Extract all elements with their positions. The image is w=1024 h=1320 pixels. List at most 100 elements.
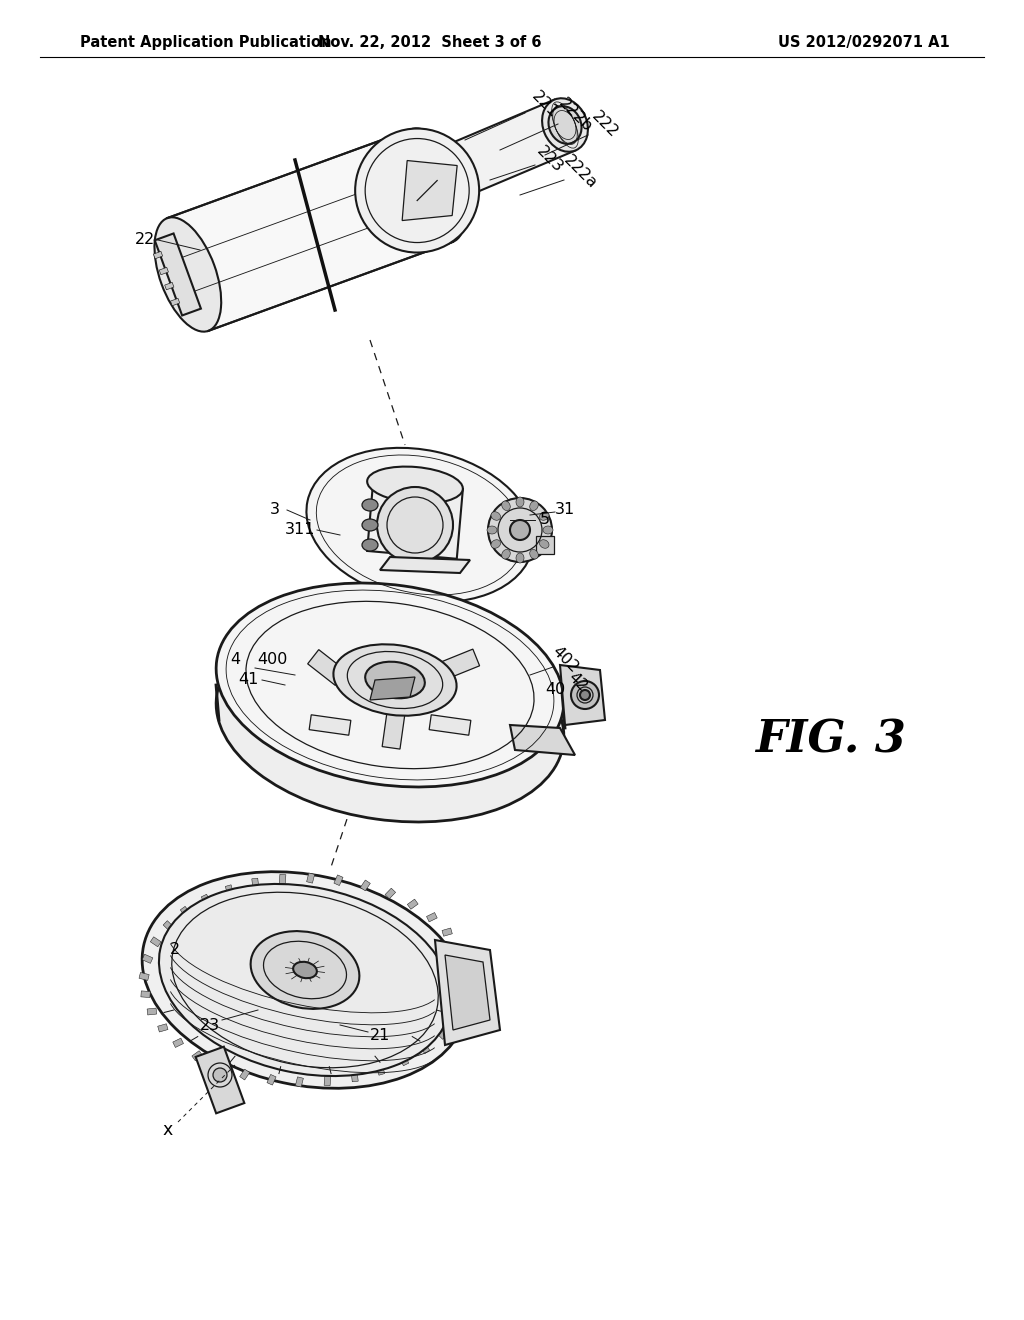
Polygon shape [446, 100, 575, 195]
Ellipse shape [540, 540, 549, 548]
Polygon shape [382, 711, 404, 748]
Ellipse shape [543, 525, 553, 535]
Polygon shape [454, 945, 463, 952]
Ellipse shape [366, 661, 425, 698]
Polygon shape [155, 234, 201, 315]
Polygon shape [309, 715, 351, 735]
Text: 3: 3 [270, 503, 280, 517]
Polygon shape [171, 298, 180, 306]
Ellipse shape [490, 540, 501, 548]
Polygon shape [408, 899, 418, 909]
Ellipse shape [155, 218, 221, 331]
Ellipse shape [580, 690, 590, 700]
Ellipse shape [540, 512, 549, 520]
Ellipse shape [542, 98, 588, 152]
Text: 2: 2 [170, 942, 180, 957]
Text: 222: 222 [589, 110, 621, 141]
Polygon shape [307, 649, 346, 685]
Ellipse shape [502, 549, 510, 558]
Polygon shape [147, 1008, 157, 1015]
Polygon shape [159, 268, 168, 275]
Polygon shape [457, 997, 468, 1006]
Ellipse shape [398, 128, 466, 243]
Ellipse shape [306, 447, 534, 602]
Polygon shape [370, 677, 415, 700]
Polygon shape [427, 912, 437, 921]
Ellipse shape [362, 499, 378, 511]
Ellipse shape [355, 128, 479, 252]
Ellipse shape [293, 962, 316, 978]
Polygon shape [225, 884, 233, 895]
Ellipse shape [377, 487, 453, 564]
Ellipse shape [216, 618, 564, 822]
Polygon shape [240, 1069, 250, 1080]
Ellipse shape [216, 583, 564, 787]
Text: 21: 21 [370, 1027, 390, 1043]
Ellipse shape [529, 502, 539, 511]
Polygon shape [351, 1072, 358, 1082]
Polygon shape [325, 1076, 331, 1086]
Polygon shape [377, 1065, 385, 1076]
Text: 5: 5 [540, 512, 550, 528]
Polygon shape [173, 1038, 183, 1048]
Text: 223: 223 [534, 144, 566, 176]
Polygon shape [536, 536, 554, 554]
Text: 23: 23 [200, 1018, 220, 1032]
Polygon shape [306, 873, 314, 883]
Ellipse shape [159, 884, 451, 1076]
Text: 31: 31 [555, 503, 575, 517]
Ellipse shape [487, 525, 497, 535]
Polygon shape [380, 557, 470, 573]
Polygon shape [560, 665, 605, 725]
Polygon shape [420, 1043, 430, 1053]
Text: 222b: 222b [555, 95, 595, 135]
Polygon shape [460, 962, 469, 969]
Ellipse shape [362, 519, 378, 531]
Polygon shape [139, 973, 150, 981]
Ellipse shape [510, 520, 530, 540]
Text: 41: 41 [238, 672, 258, 688]
Text: FIG. 3: FIG. 3 [755, 718, 905, 762]
Ellipse shape [516, 553, 524, 564]
Ellipse shape [490, 512, 501, 520]
Polygon shape [402, 161, 457, 220]
Text: 221: 221 [529, 88, 561, 121]
Polygon shape [442, 928, 453, 936]
Text: x: x [163, 1121, 173, 1139]
Ellipse shape [362, 539, 378, 550]
Polygon shape [201, 894, 211, 906]
Polygon shape [196, 1047, 245, 1113]
Text: 4: 4 [230, 652, 240, 668]
Text: 222a: 222a [560, 153, 599, 191]
Text: US 2012/0292071 A1: US 2012/0292071 A1 [778, 36, 950, 50]
Polygon shape [165, 282, 174, 290]
Polygon shape [180, 907, 190, 917]
Polygon shape [429, 715, 471, 735]
Text: 40: 40 [545, 682, 565, 697]
Ellipse shape [488, 498, 552, 562]
Text: 22: 22 [135, 232, 155, 248]
Ellipse shape [516, 498, 524, 507]
Polygon shape [163, 920, 174, 931]
Polygon shape [360, 880, 371, 891]
Ellipse shape [502, 502, 510, 511]
Polygon shape [436, 1028, 446, 1039]
Polygon shape [167, 129, 453, 331]
Polygon shape [142, 954, 153, 964]
Polygon shape [154, 251, 163, 259]
Polygon shape [214, 1061, 225, 1072]
Polygon shape [445, 954, 490, 1030]
Text: Patent Application Publication: Patent Application Publication [80, 36, 332, 50]
Polygon shape [151, 937, 161, 946]
Text: 400: 400 [257, 652, 287, 668]
Text: 42: 42 [565, 669, 591, 694]
Ellipse shape [571, 681, 599, 709]
Text: Nov. 22, 2012  Sheet 3 of 6: Nov. 22, 2012 Sheet 3 of 6 [318, 36, 542, 50]
Polygon shape [334, 875, 343, 886]
Polygon shape [440, 649, 479, 678]
Polygon shape [141, 991, 151, 998]
Polygon shape [399, 1055, 409, 1065]
Polygon shape [368, 482, 463, 558]
Polygon shape [385, 888, 395, 899]
Polygon shape [191, 1051, 203, 1061]
